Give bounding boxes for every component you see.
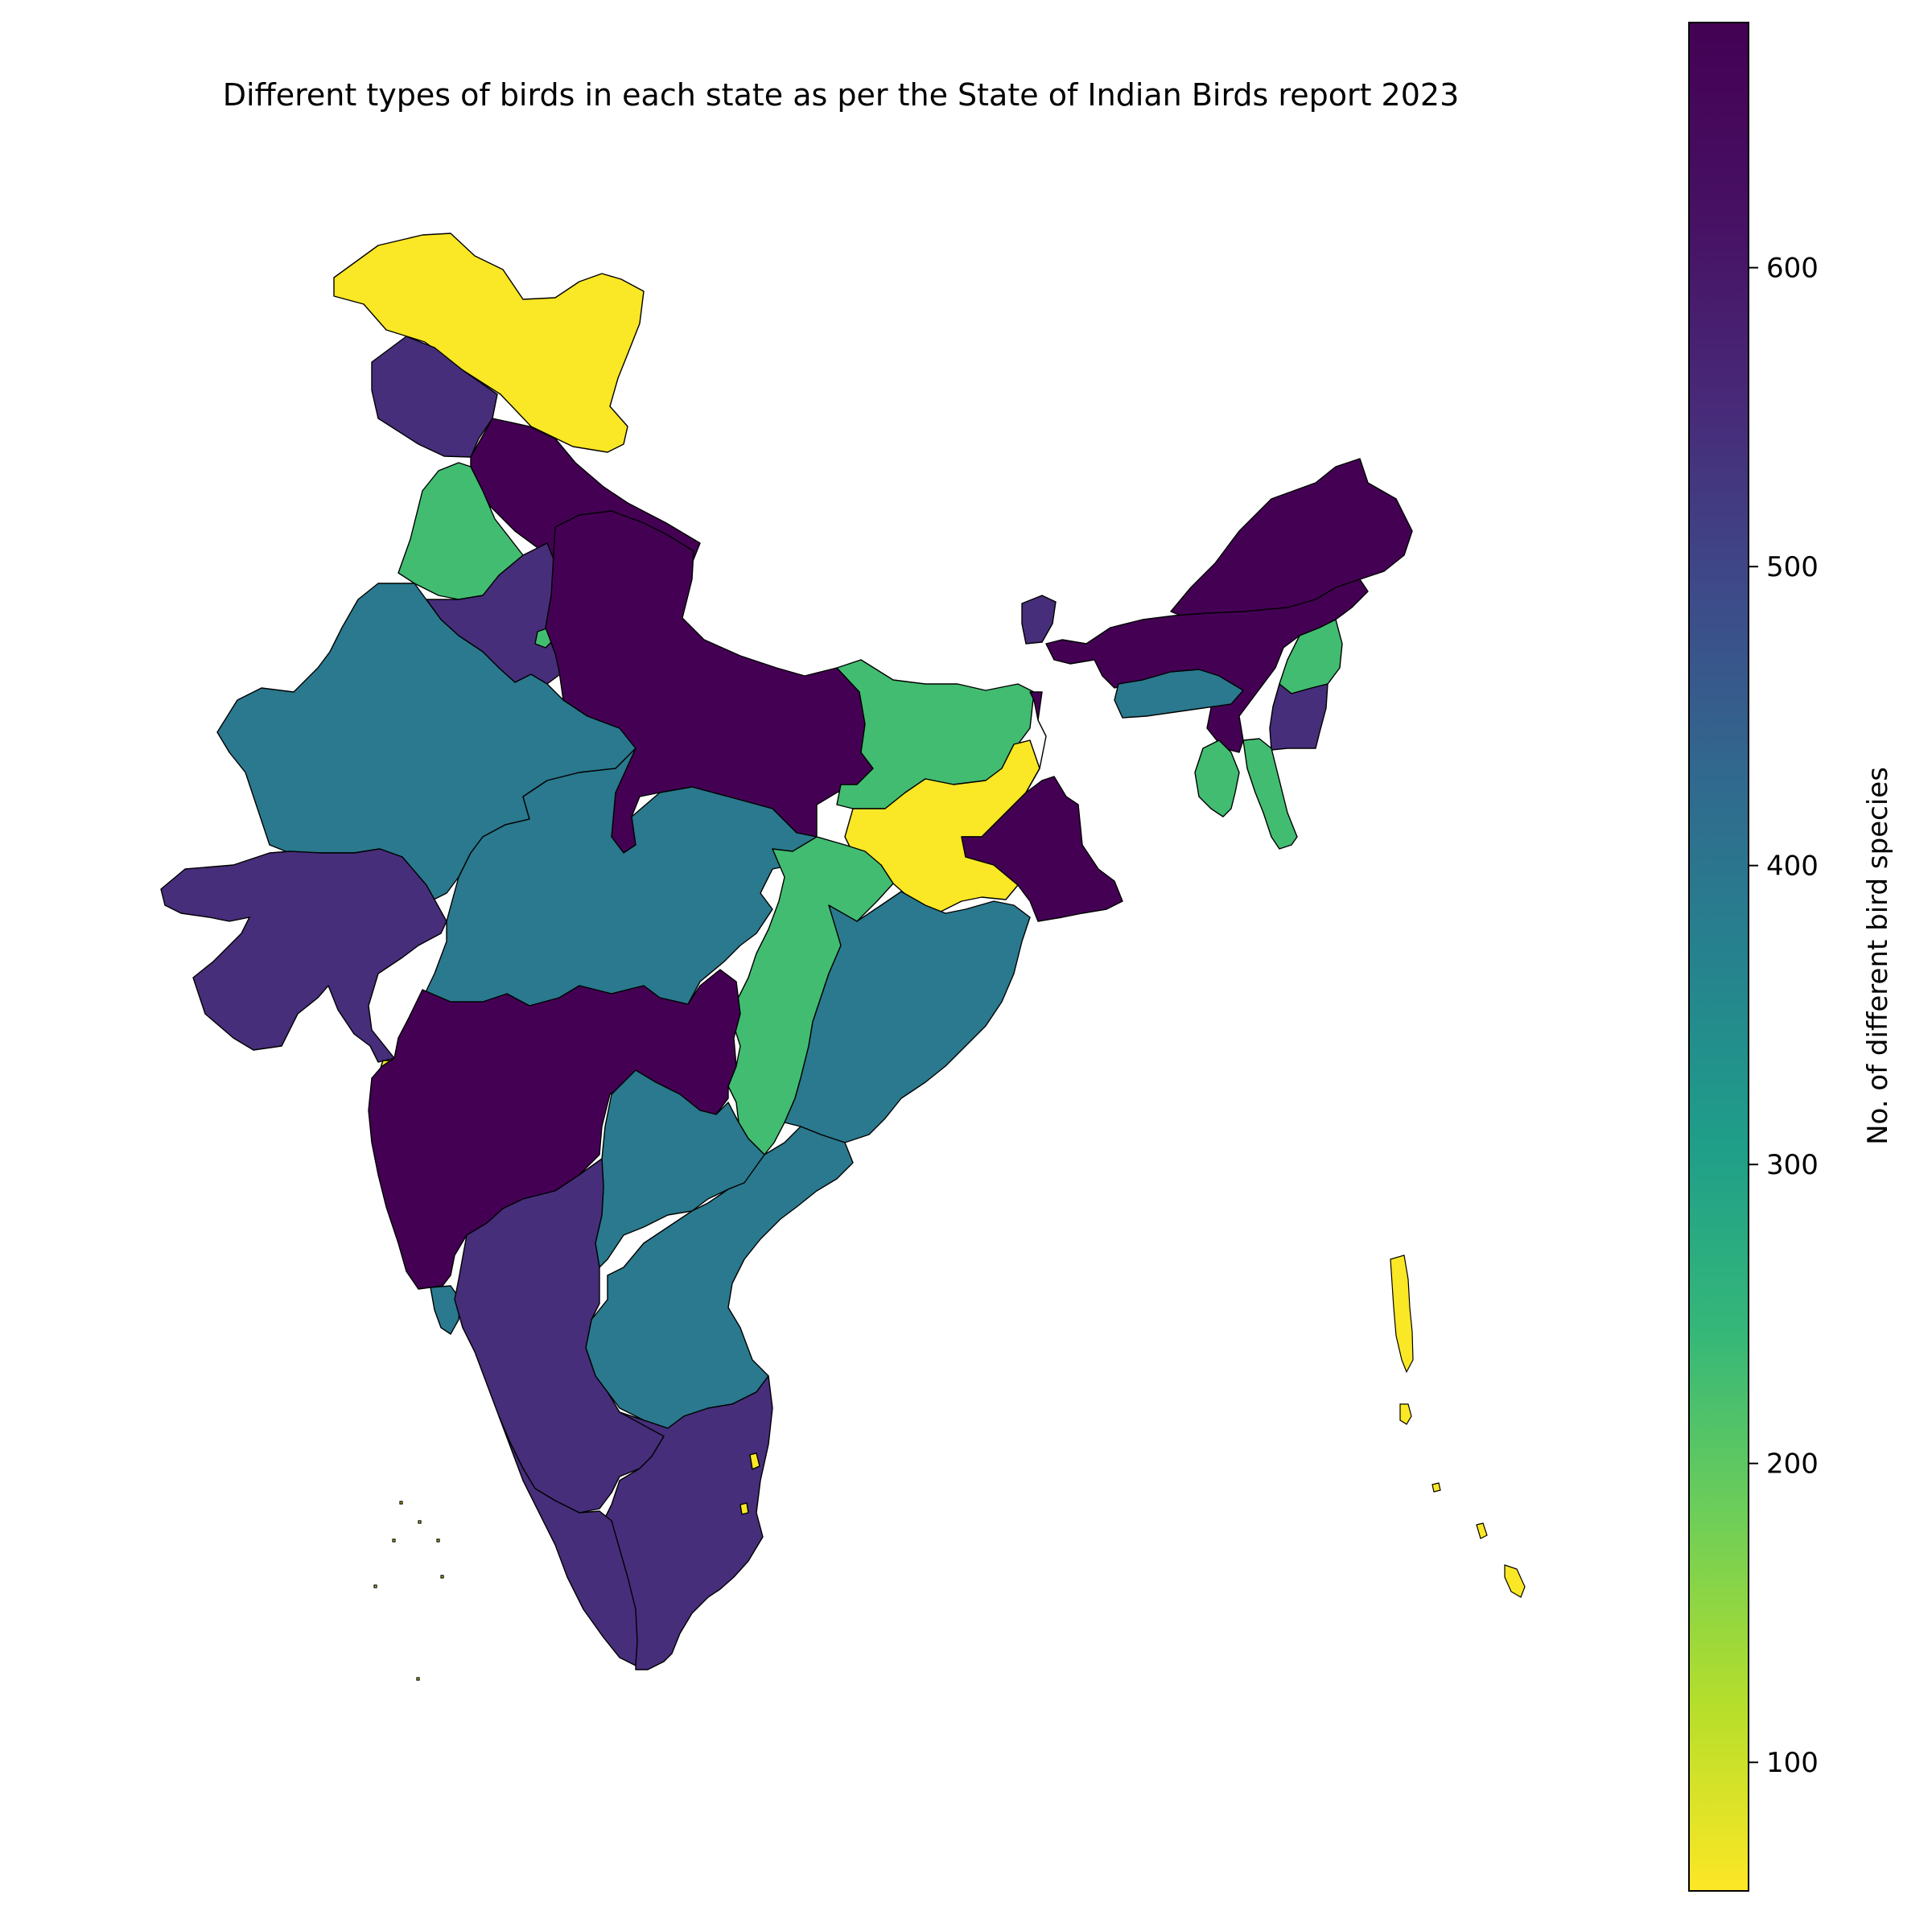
map-title: Different types of birds in each state a…: [223, 77, 1460, 113]
region-car-nicobar: [1431, 1482, 1441, 1493]
colorbar-gradient: [1688, 22, 1749, 1892]
region-goa: [430, 1285, 461, 1335]
region-meghalaya: [1114, 669, 1244, 719]
region-puducherry: [739, 1452, 760, 1515]
colorbar-tick-label: 600: [1766, 253, 1819, 285]
region-assam: [1045, 579, 1369, 753]
region-arunachal-pradesh: [1170, 458, 1413, 620]
map-states: [160, 233, 1526, 1681]
region-maharashtra: [368, 969, 741, 1290]
colorbar-tick-label: 300: [1766, 1149, 1819, 1181]
region-kerala: [498, 1415, 638, 1666]
region-mizoram: [1242, 738, 1298, 850]
region-west-bengal: [961, 691, 1123, 922]
region-himachal-pradesh: [371, 336, 498, 458]
region-gujarat: [160, 848, 447, 1063]
colorbar-tick-label: 100: [1766, 1747, 1819, 1779]
colorbar: 100 200 300 400 500 600 No. of different bird…: [1688, 22, 1894, 1892]
region-andaman-islands: [1390, 1254, 1414, 1374]
region-tripura: [1194, 739, 1240, 818]
region-sikkim: [1021, 595, 1057, 645]
colorbar-tick-label: 400: [1766, 851, 1819, 883]
region-tamil-nadu: [603, 1375, 773, 1670]
colorbar-label: No. of different bird species: [1862, 767, 1894, 1145]
colorbar-ticks: 100 200 300 400 500 600: [1749, 253, 1819, 1779]
region-little-andaman: [1399, 1403, 1412, 1425]
region-lakshadweep: [373, 1501, 444, 1681]
region-odisha: [784, 891, 1031, 1143]
region-nicobar-islands: [1476, 1522, 1526, 1598]
colorbar-tick-label: 200: [1766, 1448, 1819, 1481]
colorbar-tick-label: 500: [1766, 551, 1819, 583]
region-manipur: [1269, 683, 1329, 751]
